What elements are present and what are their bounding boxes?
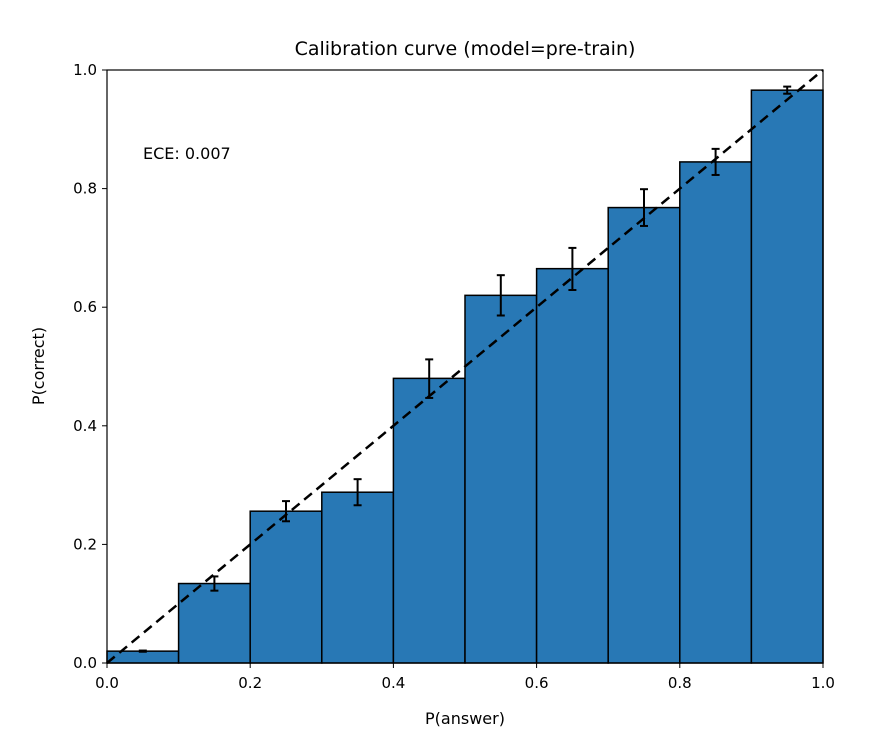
y-axis-label: P(correct) [29, 327, 48, 405]
y-tick-label: 0.4 [73, 417, 97, 435]
bar-4 [392, 377, 466, 664]
error-bar-6 [568, 246, 577, 292]
x-axis-label: P(answer) [425, 709, 505, 728]
y-tick-label: 0.2 [73, 535, 97, 553]
error-bar-3 [353, 478, 362, 507]
error-bar-9 [783, 85, 792, 95]
x-tick-label: 0.0 [95, 674, 119, 692]
x-tick-label: 0.2 [238, 674, 262, 692]
ece-annotation: ECE: 0.007 [143, 144, 231, 163]
bar-5 [464, 294, 538, 664]
bar-6 [535, 267, 609, 664]
perfect-calibration-line [106, 69, 824, 664]
error-bar-0 [138, 649, 147, 653]
x-tick-label: 1.0 [811, 674, 835, 692]
y-axis-ticks: 0.0 0.2 0.4 0.6 0.8 1.0 [73, 61, 107, 672]
error-bar-8 [711, 147, 720, 176]
error-bar-5 [496, 274, 505, 317]
plot-frame [106, 69, 824, 664]
bar-1 [177, 582, 251, 664]
bar-0 [106, 650, 180, 664]
bar-9 [750, 89, 824, 664]
y-tick-label: 1.0 [73, 61, 97, 79]
y-tick-label: 0.6 [73, 298, 97, 316]
bar-8 [679, 161, 753, 664]
x-tick-label: 0.8 [668, 674, 692, 692]
y-tick-label: 0.8 [73, 180, 97, 198]
y-tick-label: 0.0 [73, 654, 97, 672]
error-bars-group [138, 85, 792, 653]
error-bar-4 [425, 358, 434, 399]
error-bar-2 [282, 500, 290, 523]
x-tick-label: 0.4 [381, 674, 405, 692]
bar-7 [607, 206, 681, 664]
x-tick-label: 0.6 [525, 674, 549, 692]
bar-3 [321, 491, 395, 664]
chart-title: Calibration curve (model=pre-train) [295, 38, 636, 60]
x-axis-ticks: 0.0 0.2 0.4 0.6 0.8 1.0 [95, 663, 835, 692]
